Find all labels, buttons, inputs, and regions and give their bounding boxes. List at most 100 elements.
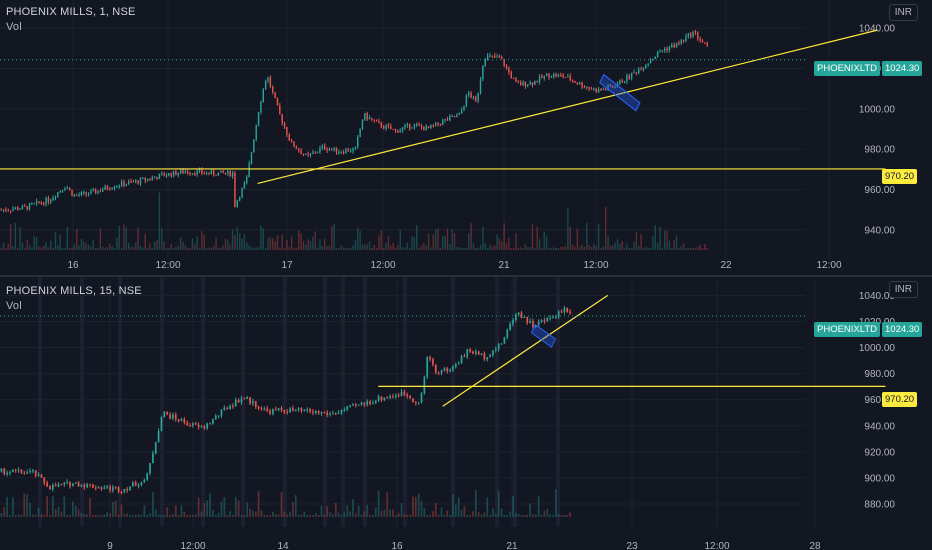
volume-bar	[118, 225, 120, 250]
chart-pane-15m[interactable]: 1040.001020.001000.00980.00960.00940.009…	[0, 277, 932, 550]
volume-bar	[383, 509, 386, 517]
volume-bar	[442, 235, 444, 250]
volume-bar	[266, 514, 269, 517]
volume-bar	[54, 232, 57, 250]
candle-body	[252, 401, 254, 404]
volume-bar	[208, 247, 210, 250]
volume-bar	[701, 247, 704, 250]
candle-body	[189, 173, 191, 175]
volume-bar	[569, 226, 571, 250]
candle-body	[57, 192, 59, 198]
volume-bar	[326, 506, 329, 517]
volume-bar	[406, 514, 409, 517]
volume-bar	[37, 507, 40, 517]
volume-bar	[554, 489, 557, 517]
candle-body	[354, 146, 357, 149]
candle-body	[484, 59, 486, 66]
candle-body	[694, 31, 697, 33]
candle-body	[566, 307, 569, 312]
volume-bar	[80, 238, 83, 250]
candle-body	[633, 72, 635, 74]
candle-body	[240, 398, 243, 403]
candle-body	[255, 124, 257, 140]
volume-bar	[163, 515, 166, 517]
candle-body	[288, 134, 290, 141]
volume-bar	[200, 511, 203, 517]
volume-bar	[503, 515, 506, 517]
candle-body	[6, 472, 9, 475]
volume-bar	[31, 247, 33, 250]
legend-title: PHOENIX MILLS, 15, NSE	[6, 285, 142, 297]
candle-body	[527, 84, 529, 87]
candle-body	[614, 87, 616, 89]
volume-bar	[411, 236, 413, 250]
volume-bar	[526, 514, 529, 517]
candle-body	[220, 409, 223, 416]
pane-separator[interactable]	[0, 275, 932, 277]
candle-body	[578, 82, 581, 85]
price-chart-1m[interactable]: 1040.001020.001000.00980.00960.00940.001…	[0, 0, 932, 275]
candle-body	[21, 205, 24, 209]
currency-label[interactable]: INR	[888, 281, 918, 298]
volume-bar	[52, 495, 54, 517]
candle-body	[156, 177, 158, 179]
volume-bar	[515, 233, 517, 250]
candle-body	[526, 316, 529, 323]
volume-bar	[497, 491, 500, 517]
level-price-tag: 970.20	[882, 392, 918, 407]
volume-bar	[257, 491, 260, 517]
candle-body	[692, 31, 694, 37]
candle-body	[237, 400, 240, 403]
volume-bar	[134, 514, 137, 517]
volume-bar	[152, 492, 154, 517]
price-axis-label: 900.00	[864, 473, 895, 484]
candle-body	[142, 178, 144, 180]
candle-body	[649, 60, 652, 64]
candle-body	[361, 119, 364, 129]
volume-bar	[220, 247, 222, 250]
volume-bar	[71, 247, 73, 250]
volume-bar	[149, 243, 151, 250]
volume-bar	[626, 243, 628, 250]
volume-bar	[117, 514, 120, 517]
volume-bar	[9, 514, 11, 517]
candle-body	[227, 170, 229, 174]
volume-bar	[125, 227, 128, 250]
candle-body	[294, 409, 297, 411]
candle-body	[406, 394, 409, 396]
symbol-tag: PHOENIXLTD	[814, 61, 881, 76]
volume-bar	[14, 223, 17, 250]
candle-body	[387, 125, 390, 127]
volume-bar	[92, 239, 94, 250]
volume-bar	[229, 511, 231, 517]
price-axis-label: 940.00	[864, 421, 895, 432]
volume-bar	[546, 508, 549, 517]
volume-bar	[423, 242, 425, 250]
volume-bar	[158, 192, 161, 250]
candle-body	[94, 487, 97, 489]
candle-body	[192, 423, 194, 426]
volume-bar	[45, 242, 47, 250]
candle-body	[349, 151, 352, 153]
volume-bar	[234, 234, 236, 250]
volume-bar	[184, 244, 187, 250]
volume-bar	[76, 229, 78, 250]
candle-body	[118, 186, 120, 188]
candle-body	[123, 181, 125, 186]
candle-body	[69, 481, 71, 487]
candle-body	[444, 119, 446, 121]
candle-body	[154, 442, 157, 454]
volume-bar	[427, 233, 430, 250]
volume-bar	[54, 508, 57, 517]
currency-label[interactable]: INR	[888, 4, 918, 21]
candle-body	[272, 86, 274, 92]
price-chart-15m[interactable]: 1040.001020.001000.00980.00960.00940.009…	[0, 277, 932, 550]
volume-bar	[182, 241, 184, 250]
chart-pane-1m[interactable]: 1040.001020.001000.00980.00960.00940.001…	[0, 0, 932, 275]
candle-body	[246, 397, 249, 399]
candle-body	[458, 113, 460, 115]
candle-body	[260, 102, 262, 112]
volume-bar	[416, 225, 418, 250]
candle-body	[229, 170, 231, 177]
volume-bar	[135, 242, 137, 250]
